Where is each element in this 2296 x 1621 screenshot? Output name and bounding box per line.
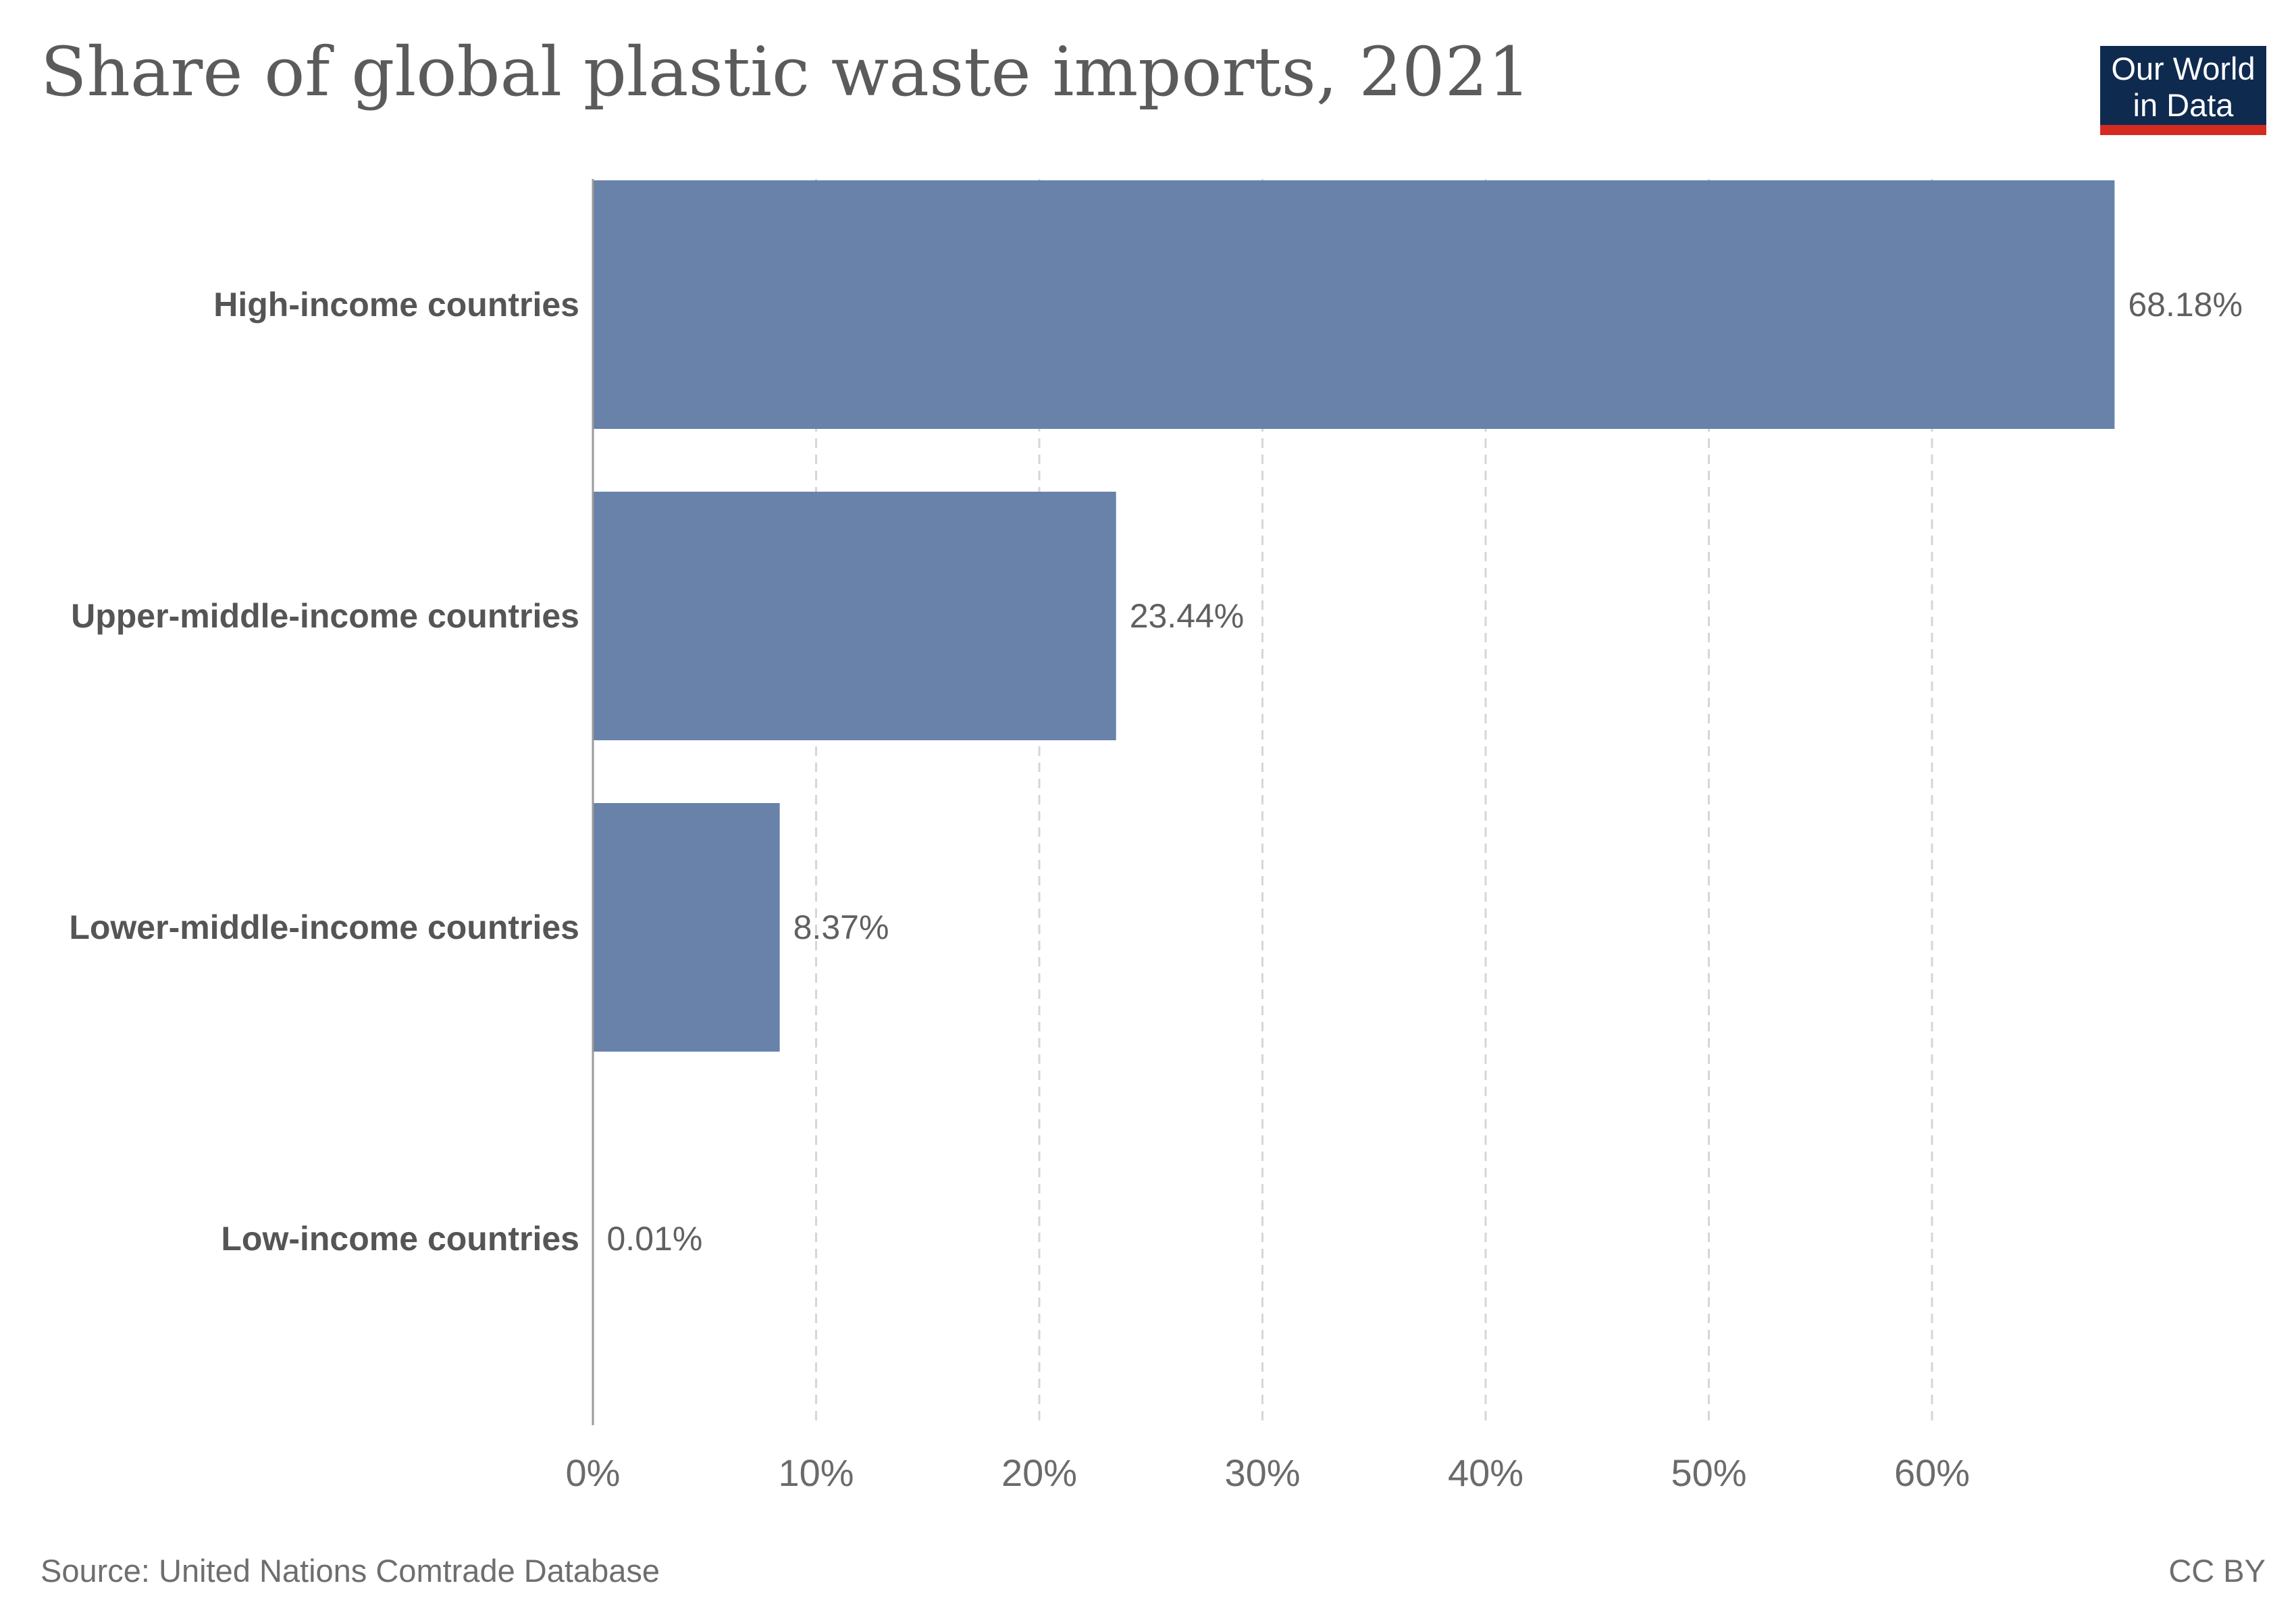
x-tick-label: 40% <box>1448 1451 1523 1494</box>
value-label: 0.01% <box>607 1220 703 1258</box>
bars <box>593 180 2115 1363</box>
chart-title: Share of global plastic waste imports, 2… <box>41 32 1531 111</box>
bar[interactable] <box>593 803 780 1052</box>
category-label: Lower-middle-income countries <box>69 908 579 946</box>
value-labels: 68.18% 23.44% 8.37% 0.01% <box>607 286 2243 1258</box>
x-tick-labels: 0% 10% 20% 30% 40% 50% 60% <box>566 1451 1971 1494</box>
category-labels: High-income countries Upper-middle-income… <box>69 286 579 1258</box>
source-note[interactable]: Source: United Nations Comtrade Database <box>41 1553 660 1589</box>
license-link[interactable]: CC BY <box>2168 1553 2266 1589</box>
x-tick-label: 30% <box>1224 1451 1300 1494</box>
bar[interactable] <box>593 492 1116 740</box>
category-label: Low-income countries <box>221 1220 579 1258</box>
category-label: High-income countries <box>213 286 579 324</box>
x-tick-label: 0% <box>566 1451 621 1494</box>
value-label: 23.44% <box>1130 597 1245 635</box>
value-label: 68.18% <box>2128 286 2243 324</box>
logo-line-2: in Data <box>2133 87 2234 123</box>
x-tick-label: 50% <box>1671 1451 1746 1494</box>
category-label: Upper-middle-income countries <box>71 597 579 635</box>
x-tick-label: 20% <box>1001 1451 1077 1494</box>
x-tick-label: 10% <box>778 1451 854 1494</box>
grid-lines <box>815 179 1933 1425</box>
value-label: 8.37% <box>793 908 889 946</box>
logo-line-1: Our World <box>2111 51 2255 86</box>
bar[interactable] <box>593 180 2115 429</box>
owid-logo[interactable]: Our World in Data <box>2100 46 2266 135</box>
x-tick-label: 60% <box>1894 1451 1970 1494</box>
